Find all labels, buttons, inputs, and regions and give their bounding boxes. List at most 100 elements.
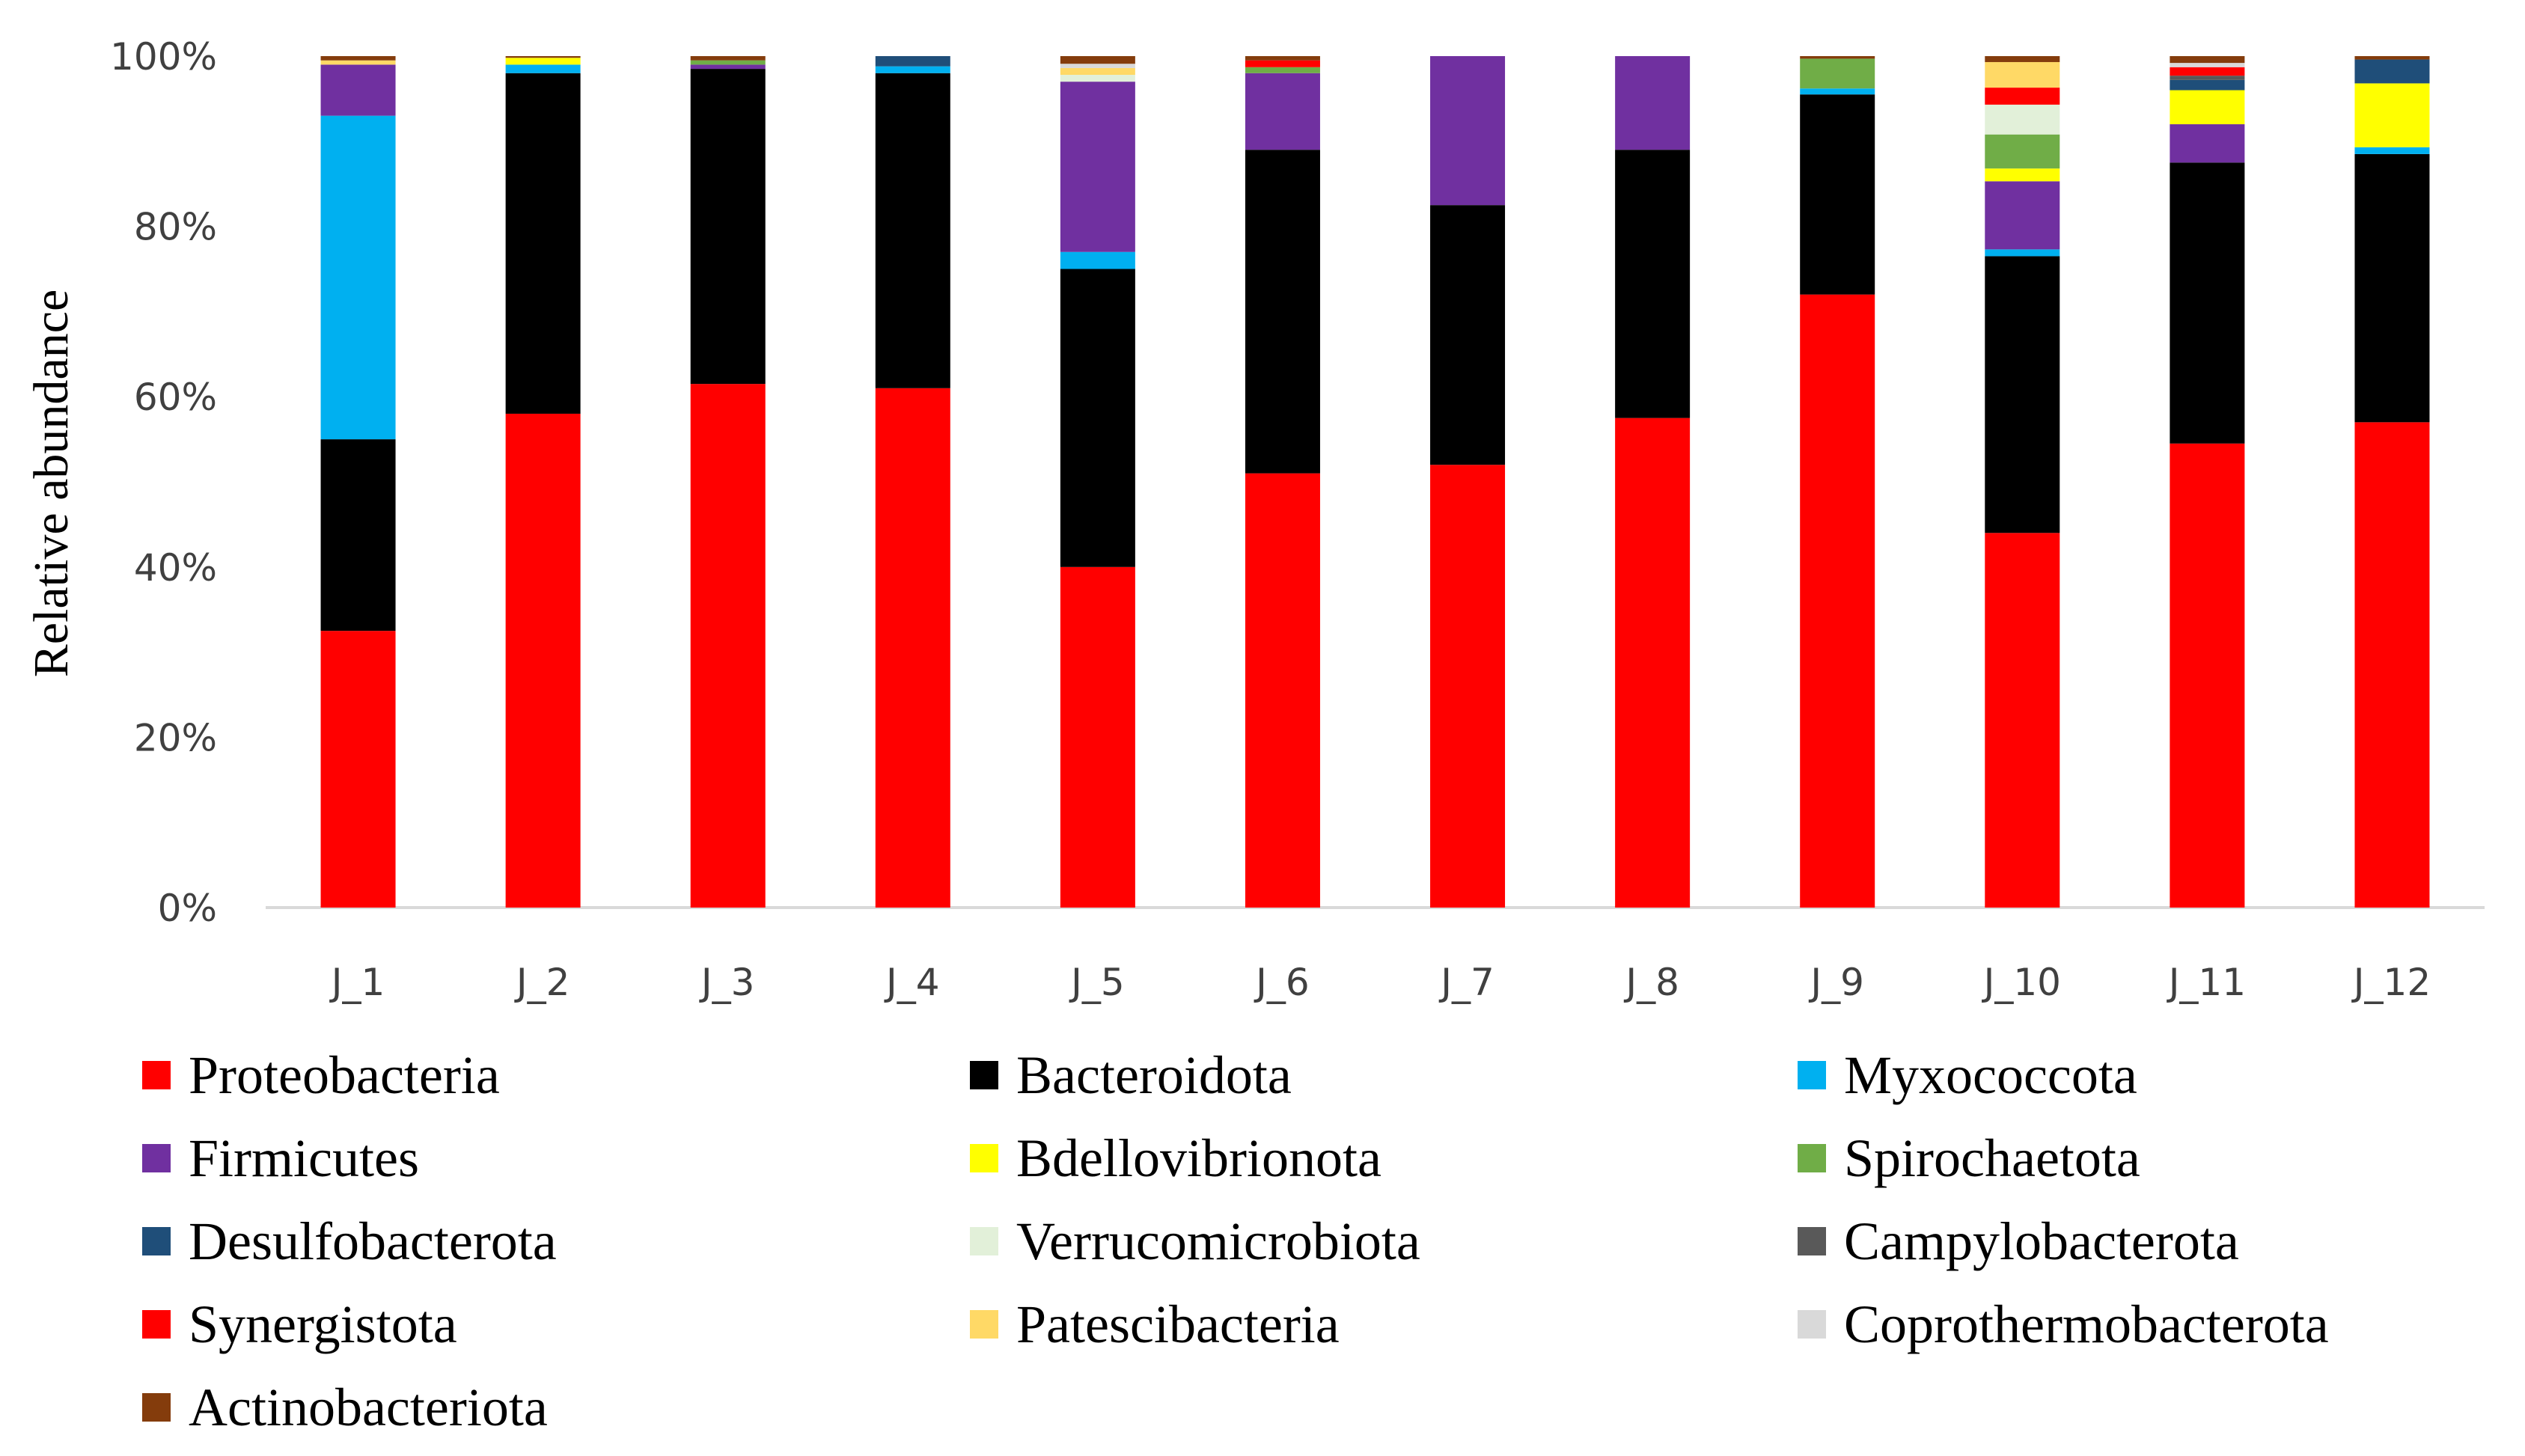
bar-stack-J_2 <box>505 56 581 908</box>
legend-item: Actinobacteriota <box>142 1377 548 1437</box>
x-tick-label: J_3 <box>699 961 755 1004</box>
bar-segment-J_2-bacteroidota <box>505 73 581 414</box>
bar-segment-J_8-firmicutes <box>1615 56 1691 150</box>
legend-swatch <box>970 1227 998 1255</box>
x-tick-label: J_9 <box>1808 961 1864 1004</box>
bar-segment-J_6-synergistota <box>1245 60 1320 67</box>
x-tick-label: J_10 <box>1982 961 2061 1004</box>
legend-swatch <box>970 1310 998 1339</box>
bar-segment-J_4-bacteroidota <box>875 73 950 388</box>
bar-stack-J_9 <box>1800 56 1875 908</box>
legend-swatch <box>1798 1061 1826 1089</box>
x-tick-label: J_2 <box>514 961 570 1004</box>
bar-segment-J_5-coprothermobacterota <box>1060 64 1135 68</box>
x-tick-label: J_11 <box>2167 961 2246 1004</box>
bar-segment-J_3-spirochaetota <box>690 60 766 65</box>
bar-stack-J_5 <box>1060 56 1135 908</box>
legend-swatch <box>1798 1310 1826 1339</box>
legend-item: Desulfobacterota <box>142 1211 557 1271</box>
bar-stack-J_8 <box>1615 56 1691 908</box>
legend-label: Myxococcota <box>1844 1045 2137 1105</box>
legend-item: Patescibacteria <box>970 1294 1340 1354</box>
legend-swatch <box>142 1061 171 1089</box>
bar-stack-J_3 <box>690 56 766 908</box>
bar-segment-J_11-bacteroidota <box>2170 162 2245 444</box>
bar-segment-J_5-myxococcota <box>1060 251 1135 269</box>
bar-segment-J_6-actinobacteriota <box>1245 56 1320 61</box>
bar-segment-J_10-synergistota <box>1985 88 2060 105</box>
bar-segment-J_9-myxococcota <box>1800 88 1875 95</box>
bar-segment-J_11-coprothermobacterota <box>2170 63 2245 67</box>
legend-label: Spirochaetota <box>1844 1128 2140 1188</box>
y-tick-label: 80% <box>134 206 217 249</box>
bar-segment-J_11-campylobacterota <box>2170 76 2245 80</box>
legend-swatch <box>142 1227 171 1255</box>
legend-label: Desulfobacterota <box>189 1211 557 1271</box>
bar-segment-J_10-actinobacteriota <box>1985 56 2060 62</box>
bar-layer <box>320 56 2430 908</box>
legend-item: Verrucomicrobiota <box>970 1211 1420 1271</box>
bar-segment-J_4-desulfobacterota <box>875 56 950 67</box>
bar-segment-J_3-firmicutes <box>690 64 766 70</box>
bar-stack-J_1 <box>320 56 396 908</box>
bar-segment-J_7-firmicutes <box>1430 56 1506 206</box>
bar-segment-J_8-proteobacteria <box>1615 417 1691 908</box>
bar-stack-J_12 <box>2354 56 2430 908</box>
y-tick-label: 20% <box>134 716 217 759</box>
bar-segment-J_6-proteobacteria <box>1245 473 1320 908</box>
legend-swatch <box>1798 1227 1826 1255</box>
legend: Proteobacteria Bacteroidota Myxococcota Fir… <box>142 1045 2329 1437</box>
bar-segment-J_9-actinobacteriota <box>1800 56 1875 59</box>
bar-segment-J_6-spirochaetota <box>1245 67 1320 73</box>
bar-segment-J_5-proteobacteria <box>1060 566 1135 908</box>
legend-item: Firmicutes <box>142 1128 419 1188</box>
axis-layer: 0% 20% 40% 60% 80% 100% Relative abundance J_1 J… <box>24 35 2485 1004</box>
bar-stack-J_11 <box>2170 56 2245 908</box>
bar-segment-J_3-actinobacteriota <box>690 56 766 61</box>
bar-segment-J_9-spirochaetota <box>1800 58 1875 89</box>
legend-item: Spirochaetota <box>1798 1128 2140 1188</box>
y-tick-label: 0% <box>158 887 217 930</box>
y-tick-label: 100% <box>110 35 217 79</box>
bar-segment-J_1-actinobacteriota <box>320 56 396 61</box>
legend-label: Bdellovibrionota <box>1016 1128 1381 1188</box>
bar-segment-J_12-bacteroidota <box>2354 153 2430 423</box>
bar-segment-J_10-bdellovibrionota <box>1985 168 2060 182</box>
bar-segment-J_11-bdellovibrionota <box>2170 90 2245 125</box>
bar-segment-J_11-synergistota <box>2170 67 2245 76</box>
bar-segment-J_1-proteobacteria <box>320 631 396 908</box>
bar-segment-J_1-firmicutes <box>320 64 396 116</box>
bar-segment-J_12-actinobacteriota <box>2354 56 2430 60</box>
legend-item: Bacteroidota <box>970 1045 1292 1105</box>
y-tick-label: 60% <box>134 376 217 419</box>
bar-stack-J_6 <box>1245 56 1320 908</box>
legend-label: Proteobacteria <box>189 1045 500 1105</box>
bar-segment-J_1-bacteroidota <box>320 439 396 631</box>
legend-swatch <box>1798 1144 1826 1172</box>
bar-segment-J_10-proteobacteria <box>1985 533 2060 908</box>
legend-label: Firmicutes <box>189 1128 419 1188</box>
legend-swatch <box>142 1393 171 1422</box>
bar-segment-J_5-bacteroidota <box>1060 269 1135 567</box>
x-tick-label: J_8 <box>1623 961 1679 1004</box>
bar-segment-J_12-proteobacteria <box>2354 422 2430 908</box>
legend-item: Myxococcota <box>1798 1045 2137 1105</box>
bar-segment-J_11-desulfobacterota <box>2170 79 2245 91</box>
bar-segment-J_11-proteobacteria <box>2170 443 2245 908</box>
bar-segment-J_6-bacteroidota <box>1245 150 1320 474</box>
legend-label: Campylobacterota <box>1844 1211 2239 1271</box>
bar-segment-J_8-bacteroidota <box>1615 150 1691 418</box>
x-tick-label: J_12 <box>2351 961 2431 1004</box>
x-tick-label: J_1 <box>329 961 385 1004</box>
x-tick-label: J_6 <box>1254 961 1310 1004</box>
bar-segment-J_10-verrucomicrobiota <box>1985 104 2060 135</box>
legend-label: Synergistota <box>189 1294 457 1354</box>
bar-segment-J_10-spirochaetota <box>1985 134 2060 169</box>
bar-segment-J_10-myxococcota <box>1985 249 2060 257</box>
bar-stack-J_10 <box>1985 56 2060 908</box>
bar-segment-J_9-bacteroidota <box>1800 94 1875 295</box>
bar-segment-J_5-patescibacteria <box>1060 67 1135 76</box>
legend-label: Actinobacteriota <box>189 1377 548 1437</box>
x-tick-label: J_7 <box>1438 961 1494 1004</box>
bar-segment-J_9-proteobacteria <box>1800 294 1875 908</box>
